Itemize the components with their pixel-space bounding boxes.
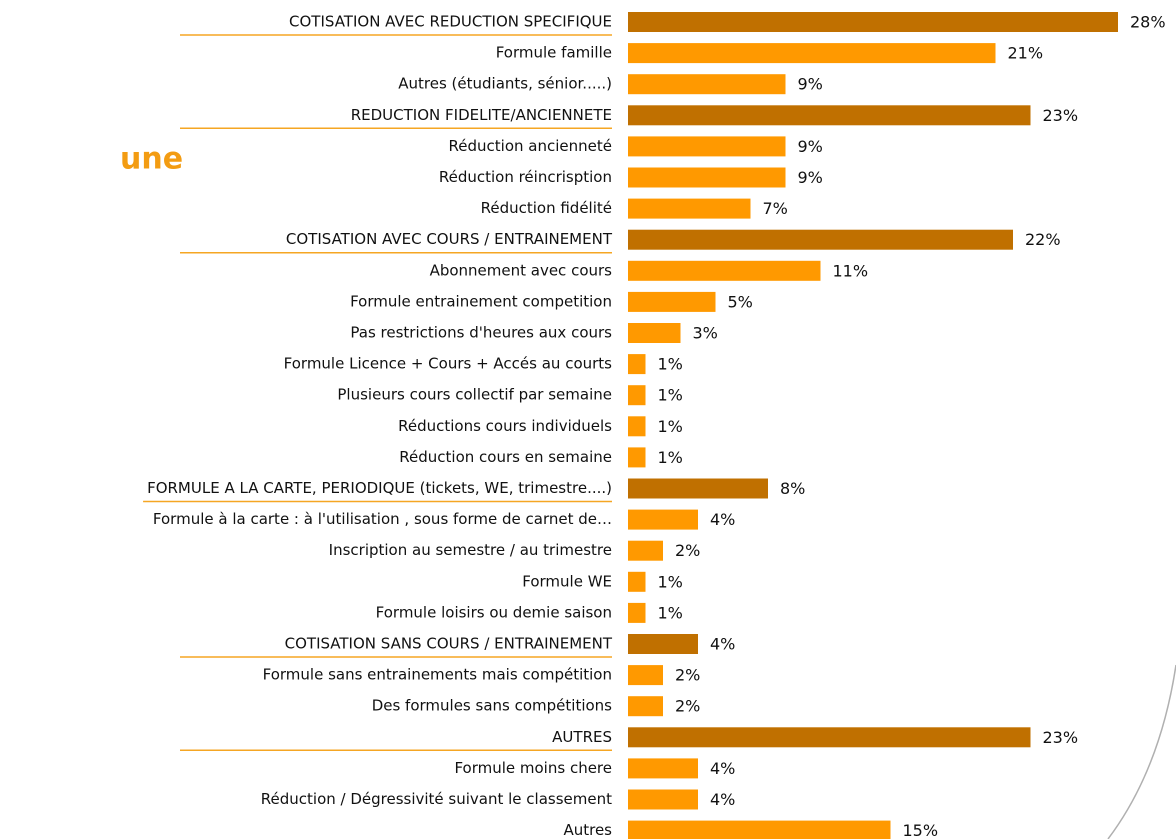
bar xyxy=(628,478,768,499)
bar xyxy=(628,105,1031,126)
category-label: Formule famille xyxy=(496,44,612,62)
value-label: 4% xyxy=(710,635,735,654)
category-label: Pas restrictions d'heures aux cours xyxy=(350,324,612,342)
bar xyxy=(628,571,646,592)
bar xyxy=(628,509,698,530)
group-label: COTISATION AVEC COURS / ENTRAINEMENT xyxy=(286,230,613,248)
category-label: Réduction réincrisption xyxy=(439,168,612,186)
value-label: 4% xyxy=(710,759,735,778)
title-fragment: une xyxy=(120,142,183,177)
value-label: 15% xyxy=(903,821,939,839)
bar xyxy=(628,665,663,686)
category-label: Autres (étudiants, sénior.....) xyxy=(398,75,612,93)
category-label: Abonnement avec cours xyxy=(430,261,613,279)
group-label: COTISATION AVEC REDUCTION SPECIFIQUE xyxy=(289,13,612,31)
category-label: Formule entrainement competition xyxy=(350,292,612,310)
category-label: Réduction / Dégressivité suivant le clas… xyxy=(261,790,612,808)
bar xyxy=(628,198,751,219)
decoration xyxy=(1107,664,1176,839)
value-label: 4% xyxy=(710,790,735,809)
group-label: FORMULE A LA CARTE, PERIODIQUE (tickets,… xyxy=(147,479,612,497)
bar xyxy=(628,447,646,468)
value-label: 9% xyxy=(798,168,823,187)
bar xyxy=(628,385,646,406)
category-label: Autres xyxy=(563,821,612,839)
bar xyxy=(628,136,786,157)
bar xyxy=(628,291,716,312)
value-label: 21% xyxy=(1008,44,1044,63)
value-label: 8% xyxy=(780,479,805,498)
category-label: Formule loisirs ou demie saison xyxy=(376,603,612,621)
value-label: 3% xyxy=(693,324,718,343)
bar xyxy=(628,416,646,437)
value-label: 2% xyxy=(675,541,700,560)
value-label: 23% xyxy=(1043,106,1079,125)
category-label: Inscription au semestre / au trimestre xyxy=(329,541,612,559)
group-label: AUTRES xyxy=(552,728,612,746)
bar xyxy=(628,696,663,717)
value-label: 1% xyxy=(658,417,683,436)
bar xyxy=(628,167,786,188)
category-label: Réduction cours en semaine xyxy=(399,448,612,466)
value-label: 28% xyxy=(1130,13,1166,32)
bar xyxy=(628,634,698,654)
bar xyxy=(628,323,681,343)
category-label: Formule sans entrainements mais compétit… xyxy=(263,666,612,684)
category-label: Formule Licence + Cours + Accés au court… xyxy=(284,355,613,373)
category-label: Formule moins chere xyxy=(454,759,612,777)
value-label: 4% xyxy=(710,510,735,529)
value-label: 2% xyxy=(675,697,700,716)
bar xyxy=(628,820,891,839)
bar xyxy=(628,74,786,95)
category-label: Des formules sans compétitions xyxy=(372,697,612,715)
category-label: Réduction ancienneté xyxy=(449,137,612,155)
bar xyxy=(628,260,821,281)
category-label: Réduction fidélité xyxy=(481,199,612,217)
bar xyxy=(628,12,1118,32)
value-label: 1% xyxy=(658,355,683,374)
category-label: Formule WE xyxy=(522,572,612,590)
bar xyxy=(628,758,698,779)
value-label: 1% xyxy=(658,448,683,467)
value-label: 9% xyxy=(798,137,823,156)
value-label: 11% xyxy=(833,261,869,280)
bar xyxy=(628,540,663,561)
category-label: Réductions cours individuels xyxy=(398,417,612,435)
bar xyxy=(628,43,996,64)
category-label: Formule à la carte : à l'utilisation , s… xyxy=(153,510,612,528)
value-label: 23% xyxy=(1043,728,1079,747)
value-label: 2% xyxy=(675,666,700,685)
value-label: 7% xyxy=(763,199,788,218)
value-label: 1% xyxy=(658,572,683,591)
group-label: REDUCTION FIDELITE/ANCIENNETE xyxy=(351,106,612,124)
bar xyxy=(628,229,1013,250)
value-label: 1% xyxy=(658,386,683,405)
value-label: 1% xyxy=(658,603,683,622)
value-label: 9% xyxy=(798,75,823,94)
value-label: 22% xyxy=(1025,230,1061,249)
bar xyxy=(628,789,698,810)
group-label: COTISATION SANS COURS / ENTRAINEMENT xyxy=(285,635,613,653)
category-label: Plusieurs cours collectif par semaine xyxy=(337,386,612,404)
bar xyxy=(628,602,646,623)
bar xyxy=(628,727,1031,748)
value-label: 5% xyxy=(728,292,753,311)
bar xyxy=(628,354,646,375)
